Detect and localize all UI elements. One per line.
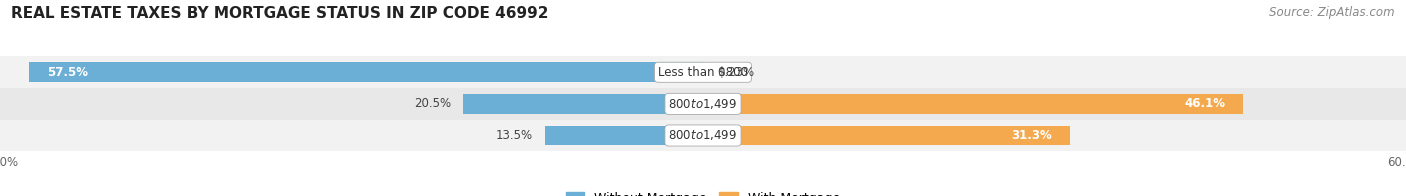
Text: $800 to $1,499: $800 to $1,499 (668, 97, 738, 111)
Text: 20.5%: 20.5% (413, 97, 451, 110)
Bar (546, 126, 703, 145)
Text: Source: ZipAtlas.com: Source: ZipAtlas.com (1270, 6, 1395, 19)
Text: 31.3%: 31.3% (1011, 129, 1052, 142)
Bar (703, 94, 1243, 114)
Legend: Without Mortgage, With Mortgage: Without Mortgage, With Mortgage (561, 187, 845, 196)
Bar (703, 126, 1070, 145)
Text: 0.23%: 0.23% (717, 66, 755, 79)
Bar (0, 56, 1406, 88)
Bar (703, 63, 706, 82)
Text: $800 to $1,499: $800 to $1,499 (668, 129, 738, 142)
Text: REAL ESTATE TAXES BY MORTGAGE STATUS IN ZIP CODE 46992: REAL ESTATE TAXES BY MORTGAGE STATUS IN … (11, 6, 548, 21)
Text: 13.5%: 13.5% (496, 129, 533, 142)
Bar (30, 63, 703, 82)
Bar (0, 120, 1406, 151)
Text: 46.1%: 46.1% (1185, 97, 1226, 110)
Bar (463, 94, 703, 114)
Text: Less than $800: Less than $800 (658, 66, 748, 79)
Text: 57.5%: 57.5% (46, 66, 87, 79)
Bar (0, 88, 1406, 120)
